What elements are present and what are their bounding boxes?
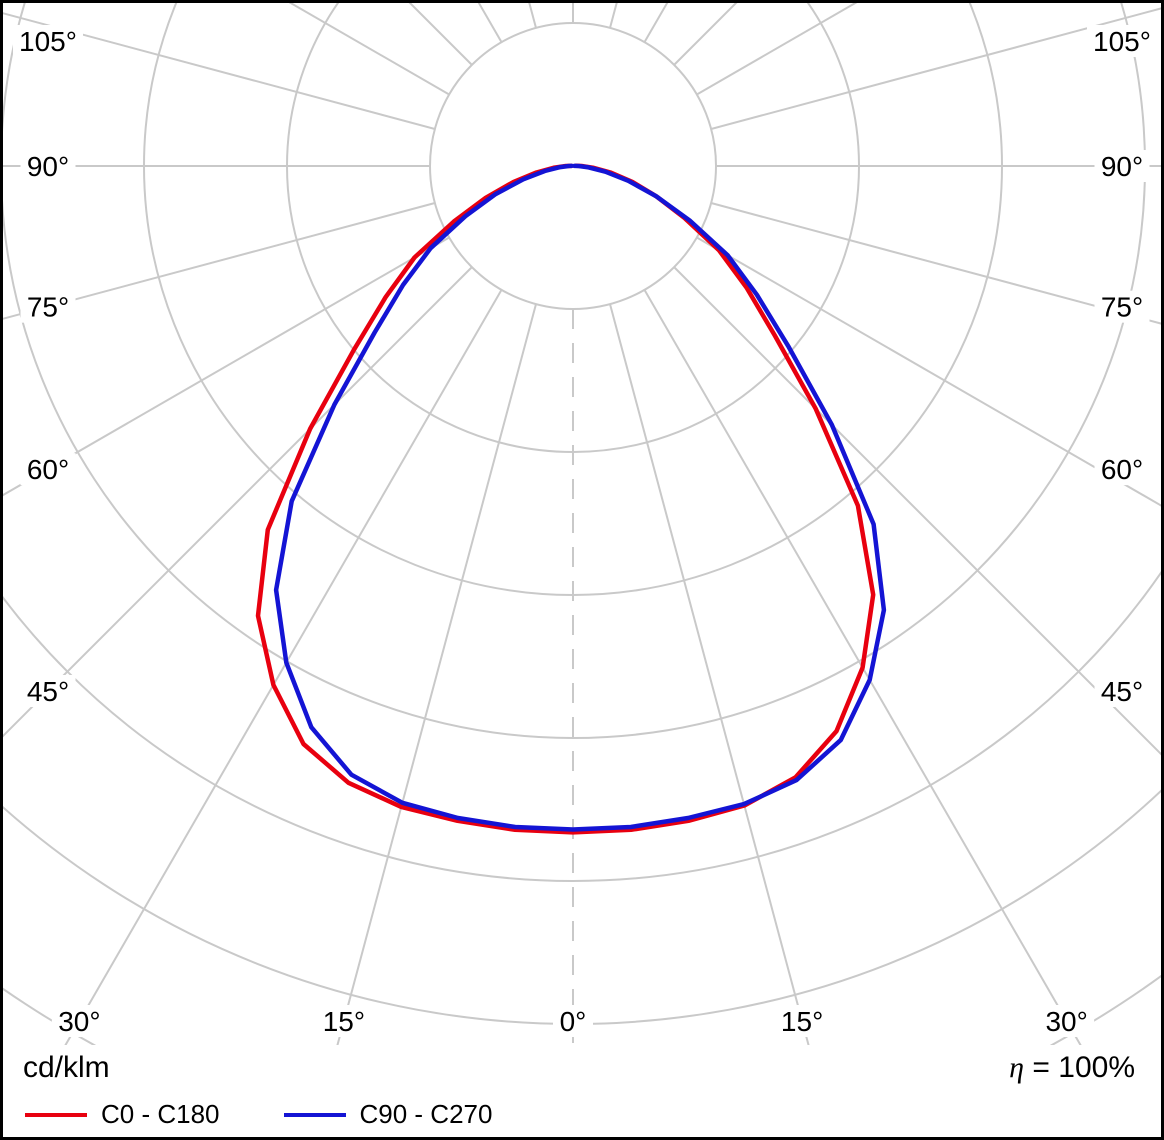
angle-label: 60° bbox=[27, 454, 69, 485]
grid-spoke bbox=[336, 303, 537, 1045]
angle-label: 75° bbox=[27, 292, 69, 323]
grid-spoke bbox=[3, 236, 450, 497]
legend-swatch-c90-c270 bbox=[283, 1112, 346, 1117]
legend-item-c90-c270: C90 - C270 bbox=[282, 1099, 515, 1137]
legend-label-c0-c180: C0 - C180 bbox=[101, 1099, 220, 1129]
legend-item-c0-c180: C0 - C180 bbox=[23, 1099, 242, 1137]
angle-label: 0° bbox=[560, 1006, 587, 1037]
angle-label-bg bbox=[20, 453, 76, 486]
angle-label-bg bbox=[51, 1005, 107, 1037]
units-label: cd/klm bbox=[23, 1051, 110, 1084]
angle-label: 45° bbox=[27, 676, 69, 707]
angle-label: 90° bbox=[27, 151, 69, 182]
angle-label-bg bbox=[20, 675, 76, 707]
grid-spoke bbox=[673, 266, 1161, 756]
angle-label: 105° bbox=[19, 26, 77, 57]
angle-label: 30° bbox=[58, 1006, 100, 1037]
angle-label: 45° bbox=[1101, 676, 1143, 707]
grid-spoke bbox=[3, 12, 436, 130]
eta-symbol: η bbox=[1009, 1051, 1025, 1084]
angle-label: 15° bbox=[781, 1006, 823, 1037]
legend-label-c90-c270: C90 - C270 bbox=[359, 1099, 493, 1129]
angle-label: 30° bbox=[1045, 1006, 1087, 1037]
eta-value: = 100% bbox=[1032, 1051, 1135, 1084]
grid-spoke bbox=[3, 202, 436, 320]
legend-swatch-c0-c180 bbox=[25, 1112, 87, 1117]
efficiency-label: η = 100% bbox=[1009, 1051, 1135, 1085]
angle-label-bg bbox=[20, 290, 76, 323]
angle-label: 75° bbox=[1101, 292, 1143, 323]
angle-label-bg bbox=[553, 1005, 593, 1037]
angle-label: 90° bbox=[1101, 151, 1143, 182]
angle-label: 60° bbox=[1101, 454, 1143, 485]
polar-chart: 105° 105° 90° 90° 75° 75° 60° 60° 45° 45° 30° 30° 15… bbox=[3, 3, 1161, 1045]
angle-label-bg bbox=[1094, 453, 1150, 486]
grid-spoke bbox=[3, 266, 473, 738]
curve-c90-c270 bbox=[273, 163, 887, 832]
angle-label-bg bbox=[316, 1005, 372, 1037]
angle-label: 15° bbox=[323, 1006, 365, 1037]
grid-spoke bbox=[64, 289, 503, 1045]
legend: C0 - C180 C90 - C270 bbox=[23, 1099, 515, 1137]
angle-label-bg bbox=[1094, 675, 1150, 707]
angle-label-bg bbox=[1094, 150, 1150, 182]
angle-label: 105° bbox=[1093, 26, 1151, 57]
angle-label-bg bbox=[774, 1005, 830, 1037]
grid-spoke bbox=[710, 202, 1161, 325]
curve-c0-c180 bbox=[255, 163, 876, 835]
grid-spoke bbox=[609, 3, 618, 29]
angle-label-bg bbox=[13, 25, 83, 57]
angle-label-bg bbox=[1094, 290, 1150, 323]
angle-label-bg bbox=[20, 150, 76, 182]
grid-spoke bbox=[710, 7, 1161, 130]
grid-spoke bbox=[609, 303, 810, 1045]
grid-ring bbox=[3, 789, 1161, 1025]
angle-label-bg bbox=[1087, 25, 1157, 57]
grid-spoke bbox=[696, 236, 1161, 507]
grid-ring bbox=[3, 570, 1161, 882]
grid-spoke bbox=[643, 289, 1082, 1045]
grid-ring bbox=[143, 3, 1003, 596]
grid-spoke bbox=[528, 3, 537, 29]
angle-label-bg bbox=[1039, 1005, 1095, 1037]
chart-footer: cd/klm η = 100% C0 - C180 C90 - C270 bbox=[3, 1045, 1161, 1137]
grid-spoke bbox=[643, 3, 669, 43]
